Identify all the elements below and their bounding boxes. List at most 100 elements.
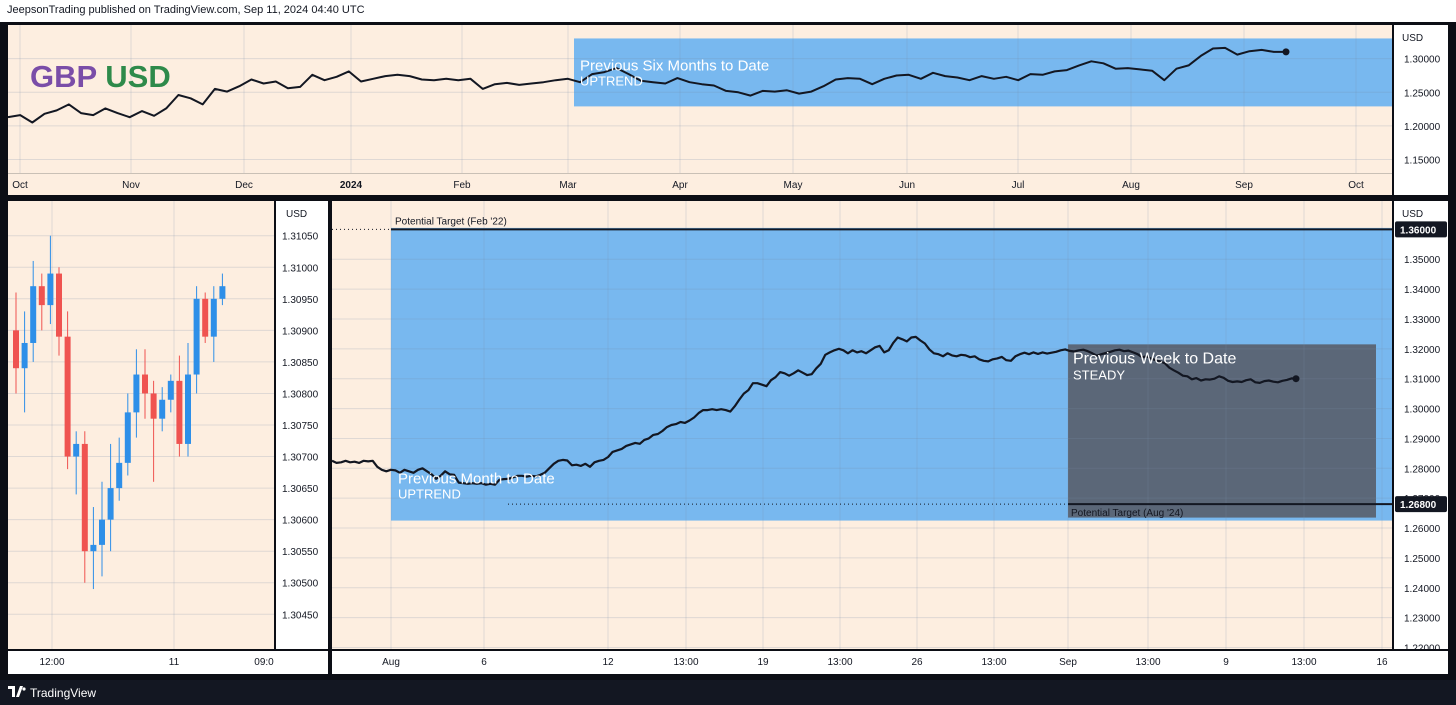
main-x-label-8: Sep [1059, 657, 1077, 668]
main-x-label-6: 26 [911, 657, 923, 668]
ticker-quote: USD [105, 59, 171, 94]
candle-body-10 [99, 519, 105, 545]
main-x-label-5: 13:00 [827, 657, 852, 668]
price-badge-text-1: 1.26800 [1400, 500, 1437, 511]
left-y-tick-0: 1.31050 [282, 232, 319, 243]
footer-brand: TradingView [30, 686, 97, 700]
top-x-label-12: Oct [1348, 180, 1364, 191]
main-price-axis[interactable]: USD 1.35000 1.34000 1.33000 1.32000 1.31000 1.… [1394, 201, 1448, 649]
left-price-axis[interactable]: USD 1.31050 1.31000 1.30950 1.30900 1.30850 1.… [276, 201, 328, 649]
left-x-label-1: 11 [169, 657, 180, 668]
main-zone1-label-2: UPTREND [398, 486, 461, 501]
main-y-tick-11: 1.24000 [1404, 584, 1441, 595]
top-price-axis-svg: USD 1.30000 1.25000 1.20000 1.15000 [1402, 33, 1441, 167]
top-price-line [8, 46, 1286, 124]
price-badge-1 [1395, 496, 1447, 513]
main-chart-panel[interactable]: Potential Target (Feb '22) Potential Targ… [332, 201, 1392, 649]
main-y-tick-2: 1.33000 [1404, 315, 1441, 326]
main-x-label-12: 16 [1376, 657, 1388, 668]
top-x-label-8: Jun [899, 180, 915, 191]
candle-body-13 [124, 412, 131, 463]
price-badge-0 [1395, 221, 1447, 238]
main-time-axis[interactable]: Aug 6 12 13:00 19 13:00 26 13:00 Sep 13:00 9 13:00 1… [332, 651, 1448, 674]
main-y-tick-10: 1.25000 [1404, 554, 1441, 565]
left-y-tick-5: 1.30800 [282, 389, 319, 400]
main-y-tick-12: 1.23000 [1404, 614, 1441, 625]
left-y-tick-8: 1.30650 [282, 484, 319, 495]
candle-chart-svg [8, 201, 274, 649]
top-price-axis[interactable]: USD 1.30000 1.25000 1.20000 1.15000 [1394, 25, 1448, 195]
candle-body-4 [47, 273, 54, 306]
main-y-tick-9: 1.26000 [1404, 524, 1441, 535]
top-x-label-2: Dec [235, 180, 253, 191]
left-y-tick-4: 1.30850 [282, 358, 319, 369]
main-target2-label: Potential Target (Aug '24) [1071, 508, 1183, 519]
top-y-tick-1: 1.25000 [1404, 88, 1441, 99]
top-x-label-4: Feb [453, 180, 471, 191]
candle-body-0 [13, 330, 19, 369]
left-candle-panel[interactable] [8, 201, 274, 649]
main-x-label-4: 19 [757, 657, 769, 668]
main-y-tick-6: 1.29000 [1404, 434, 1441, 445]
candle-body-7 [73, 443, 80, 457]
main-x-label-3: 13:00 [673, 657, 698, 668]
main-x-label-2: 12 [602, 657, 614, 668]
candle-body-17 [159, 399, 166, 419]
main-zone1-label-1: Previous Month to Date [398, 470, 555, 487]
candle-body-15 [142, 374, 148, 394]
left-y-tick-6: 1.30750 [282, 421, 319, 432]
footer-bar: TradingView [0, 680, 1456, 705]
main-y-tick-5: 1.30000 [1404, 405, 1441, 416]
left-x-label-0: 12:00 [39, 657, 64, 668]
publish-info-text: JeepsonTrading published on TradingView.… [7, 4, 365, 16]
tradingview-logo-icon [8, 686, 26, 697]
left-y-tick-1: 1.31000 [282, 263, 319, 274]
main-x-label-0: Aug [382, 657, 400, 668]
top-x-label-9: Jul [1012, 180, 1025, 191]
top-y-tick-2: 1.20000 [1404, 122, 1441, 133]
top-y-tick-0: 1.30000 [1404, 55, 1441, 66]
top-x-label-10: Aug [1122, 180, 1140, 191]
main-x-label-9: 13:00 [1135, 657, 1160, 668]
main-zone-week [1068, 344, 1376, 518]
main-y-tick-1: 1.34000 [1404, 285, 1441, 296]
top-last-point [1282, 48, 1290, 56]
top-x-label-0: Oct [12, 180, 28, 191]
main-price-line [332, 335, 1297, 486]
top-y-tick-3: 1.15000 [1404, 156, 1441, 167]
main-x-label-10: 9 [1223, 657, 1229, 668]
candle-body-6 [64, 336, 71, 457]
left-x-label-2: 09:0 [254, 657, 274, 668]
ticker-base: GBP [30, 59, 97, 94]
main-price-axis-svg: USD 1.35000 1.34000 1.33000 1.32000 1.31000 1.… [1395, 209, 1447, 649]
main-y-tick-13: 1.22000 [1404, 644, 1441, 649]
candle-body-11 [107, 488, 114, 520]
candle-body-20 [185, 374, 191, 444]
candle-body-22 [202, 298, 209, 337]
left-time-axis-svg: 12:00 11 09:0 [39, 657, 274, 668]
top-zone-label-1: Previous Six Months to Date [580, 57, 769, 74]
left-y-tick-7: 1.30700 [282, 453, 319, 464]
main-last-point [1292, 375, 1300, 383]
top-x-label-7: May [784, 180, 803, 191]
ticker-label: GBP USD [30, 59, 171, 95]
price-badge-text-0: 1.36000 [1400, 225, 1437, 236]
left-time-axis[interactable]: 12:00 11 09:0 [8, 651, 328, 674]
top-x-label-5: Mar [559, 180, 577, 191]
top-x-label-11: Sep [1235, 180, 1253, 191]
left-y-tick-11: 1.30500 [282, 579, 319, 590]
left-y-tick-3: 1.30900 [282, 326, 319, 337]
publish-header: JeepsonTrading published on TradingView.… [0, 0, 1456, 22]
left-y-tick-9: 1.30600 [282, 516, 319, 527]
candle-body-8 [81, 443, 88, 552]
candle-body-5 [56, 273, 62, 337]
left-y-tick-10: 1.30550 [282, 547, 319, 558]
main-currency-label: USD [1402, 209, 1423, 220]
candle-body-1 [21, 342, 28, 369]
candle-body-2 [30, 286, 37, 343]
candle-body-21 [193, 298, 200, 375]
main-target1-label: Potential Target (Feb '22) [395, 216, 507, 227]
top-chart-panel[interactable]: Potential Target (Feb '22)Previous Six M… [8, 25, 1392, 195]
main-zone2-label-2: STEADY [1073, 367, 1125, 382]
candle-body-19 [176, 380, 183, 444]
